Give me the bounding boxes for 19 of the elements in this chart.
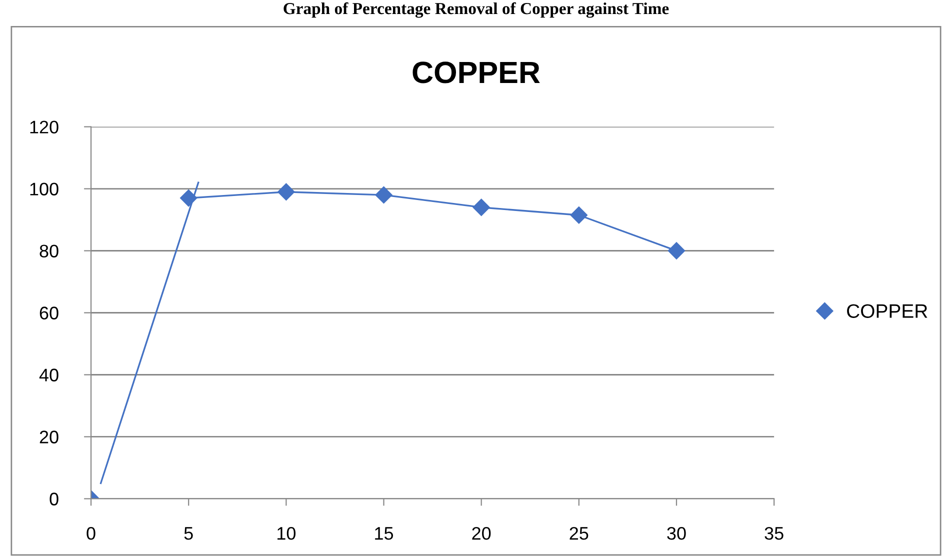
legend-label: COPPER xyxy=(847,304,928,318)
y-tick-label: 120 xyxy=(30,120,58,134)
y-tick-label: 40 xyxy=(39,368,58,382)
x-tick-label: 0 xyxy=(86,526,96,540)
x-tick-label: 35 xyxy=(764,526,784,540)
x-tick-label: 20 xyxy=(472,526,491,540)
y-tick-label: 0 xyxy=(50,492,58,506)
y-tick-label: 80 xyxy=(40,244,58,258)
y-tick-label: 100 xyxy=(30,182,58,196)
y-tick-label: 60 xyxy=(40,306,58,320)
x-tick-label: 30 xyxy=(667,526,686,540)
x-tick-label: 25 xyxy=(570,526,588,540)
point xyxy=(668,242,686,260)
chart-subtitle: COPPER xyxy=(412,62,540,84)
x-tick-label: 5 xyxy=(184,527,193,540)
y-tick-label: 20 xyxy=(40,430,58,444)
chart-title: Graph of Percentage Removal of Copper against Time xyxy=(284,2,669,18)
x-tick-label: 15 xyxy=(375,527,394,540)
x-tick-label: 10 xyxy=(278,526,296,540)
